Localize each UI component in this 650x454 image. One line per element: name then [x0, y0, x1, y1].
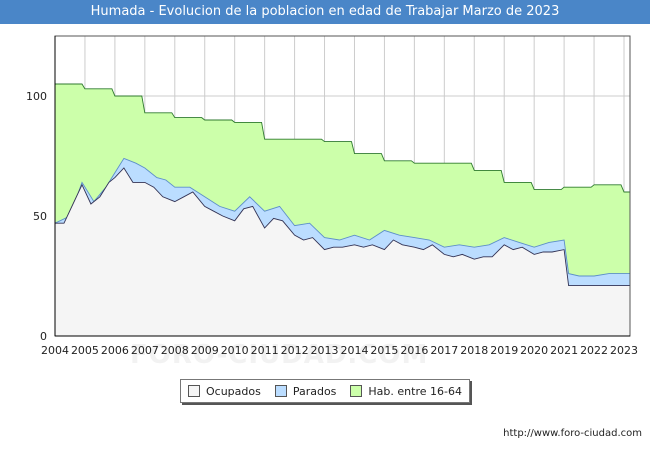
x-tick-label: 2021	[550, 344, 578, 357]
x-tick-label: 2010	[221, 344, 249, 357]
legend-swatch-hab	[350, 385, 363, 397]
x-tick-label: 2017	[430, 344, 458, 357]
series-hab-line	[55, 83, 630, 193]
legend-label-ocupados: Ocupados	[205, 384, 261, 398]
legend: Ocupados Parados Hab. entre 16-64	[180, 379, 470, 403]
legend-swatch-parados	[274, 385, 287, 397]
series-parados-line	[54, 157, 630, 277]
x-tick-label: 2019	[490, 344, 518, 357]
legend-label-hab: Hab. entre 16-64	[368, 384, 462, 398]
x-tick-label: 2008	[161, 344, 189, 357]
x-tick-label: 2015	[370, 344, 398, 357]
x-tick-label: 2020	[520, 344, 548, 357]
y-tick-label: 50	[33, 210, 47, 223]
x-tick-label: 2007	[131, 344, 159, 357]
credit-link[interactable]: http://www.foro-ciudad.com	[503, 428, 642, 439]
x-tick-label: 2022	[580, 344, 608, 357]
x-tick-label: 2005	[71, 344, 99, 357]
legend-swatch-ocupados	[187, 385, 200, 397]
x-tick-label: 2014	[340, 344, 368, 357]
x-tick-label: 2016	[400, 344, 428, 357]
legend-item-parados: Parados	[274, 384, 337, 398]
legend-item-ocupados: Ocupados	[187, 384, 261, 398]
legend-label-parados: Parados	[292, 384, 337, 398]
x-tick-label: 2006	[101, 344, 129, 357]
y-tick-label: 0	[40, 330, 47, 343]
chart-title: Humada - Evolucion de la poblacion en ed…	[0, 0, 650, 24]
series-ocupados-line	[55, 167, 630, 287]
x-tick-label: 2004	[41, 344, 69, 357]
watermark: FORO-CIUDAD.COM	[130, 340, 429, 370]
plot-area: 2004 2005 2006 2007 2008 2009 2010 2011 2012 2013…	[0, 24, 650, 450]
y-tick-label: 100	[26, 90, 47, 103]
legend-item-hab: Hab. entre 16-64	[350, 385, 462, 398]
x-tick-label: 2012	[281, 344, 309, 357]
x-tick-label: 2013	[311, 344, 339, 357]
chart-svg: 2004 2005 2006 2007 2008 2009 2010 2011 2012 2013…	[26, 35, 638, 357]
series-ocupados-area	[55, 168, 630, 336]
x-tick-label: 2011	[251, 344, 279, 357]
x-tick-label: 2023	[610, 344, 638, 357]
x-tick-label: 2009	[191, 344, 219, 357]
x-tick-label: 2018	[460, 344, 488, 357]
